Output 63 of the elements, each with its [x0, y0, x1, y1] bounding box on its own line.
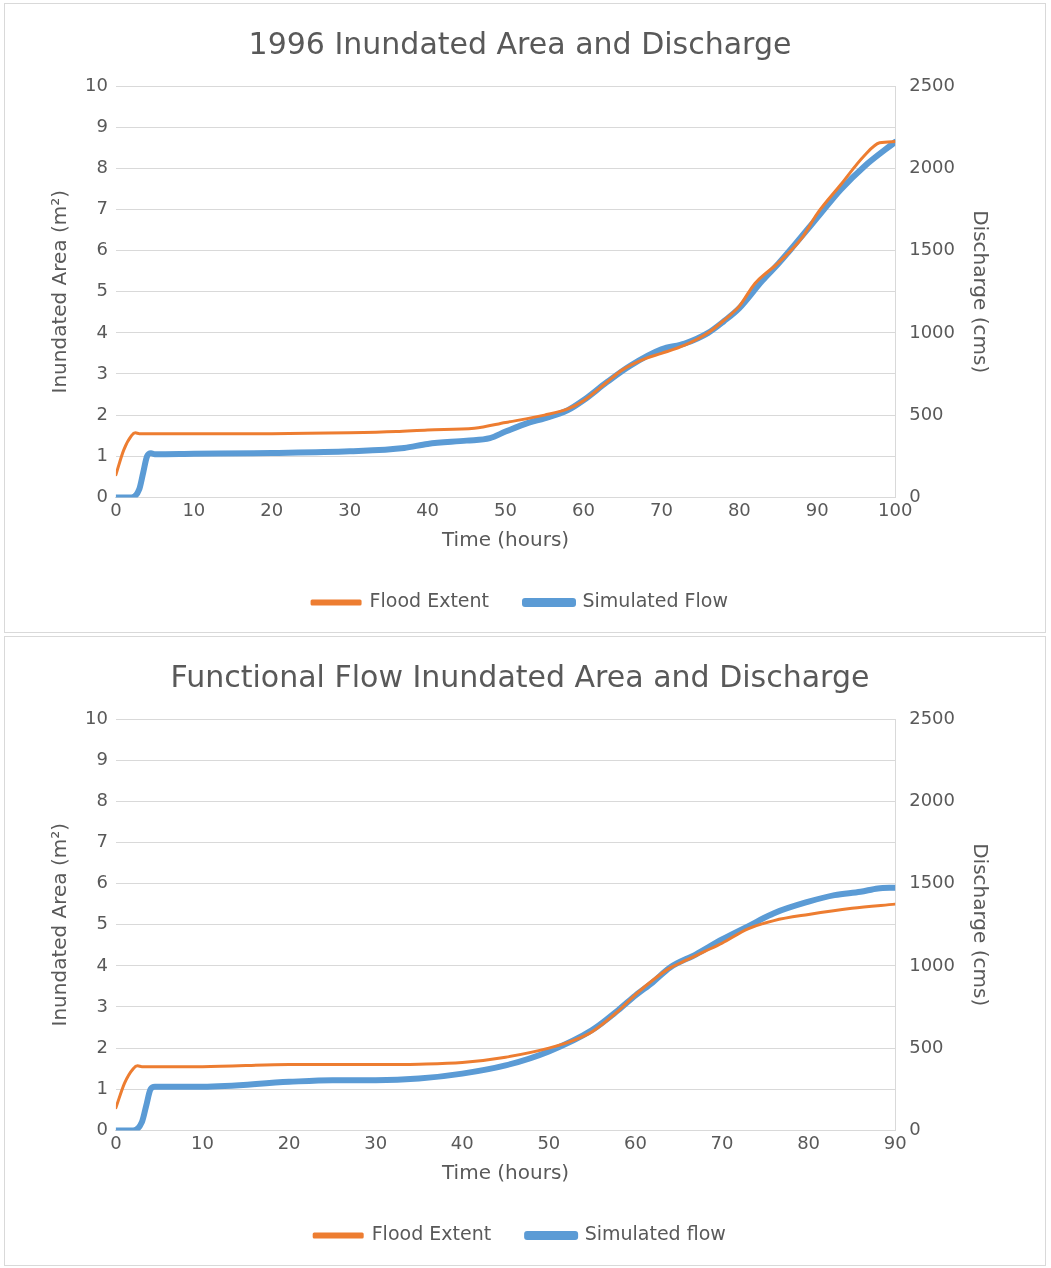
x-axis-title: Time (hours)	[440, 1160, 570, 1185]
y2-axis-title: Discharge (cms)	[968, 210, 993, 374]
y-tick-label: 4	[96, 953, 108, 975]
x-tick-label: 60	[623, 1131, 647, 1153]
y2-tick-label: 2500	[909, 706, 955, 728]
x-tick-label: 80	[797, 1131, 821, 1153]
x-tick-label: 70	[649, 498, 673, 520]
x-tick-label: 20	[260, 498, 284, 520]
y-tick-label: 3	[96, 994, 108, 1016]
y-tick-label: 10	[85, 706, 108, 728]
x-tick-label: 40	[450, 1131, 474, 1153]
x-tick-label: 80	[727, 498, 751, 520]
x-tick-label: 90	[805, 498, 829, 520]
y-tick-label: 8	[96, 788, 108, 810]
x-tick-label: 0	[110, 498, 122, 520]
legend-label: Simulated Flow	[582, 589, 728, 612]
chart-title: Functional Flow Inundated Area and Discharge	[170, 658, 870, 694]
y-tick-label: 2	[96, 1035, 108, 1057]
line-series	[115, 902, 896, 1110]
y-axis-title: Inundated Area (m²)	[47, 822, 72, 1027]
y-tick-label: 9	[96, 747, 108, 769]
x-tick-label: 10	[182, 498, 206, 520]
y-tick-label: 5	[96, 912, 108, 934]
y2-tick-label: 2500	[909, 73, 955, 95]
chart-title: 1996 Inundated Area and Discharge	[248, 25, 792, 61]
y2-axis-title: Discharge (cms)	[968, 843, 993, 1007]
y2-tick-label: 500	[909, 402, 944, 424]
y2-tick-label: 2000	[909, 155, 955, 177]
y-tick-label: 8	[96, 155, 108, 177]
y-tick-label: 4	[96, 320, 108, 342]
y-tick-label: 5	[96, 279, 108, 301]
y2-tick-label: 500	[909, 1035, 944, 1057]
x-tick-label: 90	[883, 1131, 907, 1153]
y-tick-label: 6	[96, 871, 108, 893]
x-tick-label: 50	[537, 1131, 561, 1153]
y-tick-label: 10	[85, 73, 108, 95]
y2-tick-label: 2000	[909, 788, 955, 810]
x-tick-label: 30	[364, 1131, 388, 1153]
y-tick-label: 1	[96, 1076, 108, 1098]
x-tick-label: 70	[710, 1131, 734, 1153]
x-tick-label: 30	[338, 498, 362, 520]
y-tick-label: 2	[96, 402, 108, 424]
y2-tick-label: 1000	[909, 953, 955, 975]
y-tick-label: 6	[96, 238, 108, 260]
y-tick-label: 7	[96, 197, 108, 219]
y2-tick-label: 1500	[909, 238, 955, 260]
y2-tick-label: 1500	[909, 871, 955, 893]
legend-label: Simulated flow	[584, 1222, 726, 1245]
legend-label: Flood Extent	[371, 1222, 492, 1245]
x-tick-label: 40	[416, 498, 440, 520]
y-tick-label: 3	[96, 361, 108, 383]
x-tick-label: 50	[494, 498, 517, 520]
y-tick-label: 7	[96, 830, 108, 852]
x-tick-label: 0	[110, 1131, 122, 1153]
x-tick-label: 10	[191, 1131, 214, 1153]
y-tick-label: 9	[96, 114, 108, 136]
x-tick-label: 60	[572, 498, 595, 520]
y2-tick-label: 1000	[909, 320, 955, 342]
x-axis-title: Time (hours)	[440, 527, 570, 552]
y-axis-title: Inundated Area (m²)	[47, 189, 72, 394]
y-tick-label: 1	[96, 443, 108, 465]
legend-label: Flood Extent	[369, 589, 490, 612]
x-tick-label: 20	[277, 1131, 301, 1153]
